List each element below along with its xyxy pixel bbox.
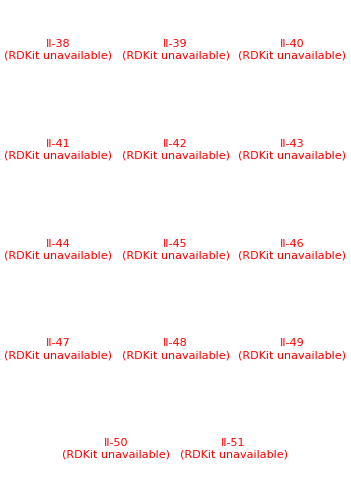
Text: II-42
(RDKit unavailable): II-42 (RDKit unavailable) — [121, 139, 230, 161]
Text: II-44
(RDKit unavailable): II-44 (RDKit unavailable) — [5, 239, 113, 260]
Text: II-50
(RDKit unavailable): II-50 (RDKit unavailable) — [62, 438, 171, 460]
Text: II-47
(RDKit unavailable): II-47 (RDKit unavailable) — [5, 338, 113, 360]
Text: II-45
(RDKit unavailable): II-45 (RDKit unavailable) — [121, 239, 230, 260]
Text: II-43
(RDKit unavailable): II-43 (RDKit unavailable) — [238, 139, 346, 161]
Text: II-46
(RDKit unavailable): II-46 (RDKit unavailable) — [238, 239, 346, 260]
Text: II-40
(RDKit unavailable): II-40 (RDKit unavailable) — [238, 39, 346, 61]
Text: II-48
(RDKit unavailable): II-48 (RDKit unavailable) — [121, 338, 230, 360]
Text: II-49
(RDKit unavailable): II-49 (RDKit unavailable) — [238, 338, 346, 360]
Text: II-38
(RDKit unavailable): II-38 (RDKit unavailable) — [5, 39, 113, 61]
Text: II-39
(RDKit unavailable): II-39 (RDKit unavailable) — [121, 39, 230, 61]
Text: II-51
(RDKit unavailable): II-51 (RDKit unavailable) — [179, 438, 287, 460]
Text: II-41
(RDKit unavailable): II-41 (RDKit unavailable) — [5, 139, 113, 161]
